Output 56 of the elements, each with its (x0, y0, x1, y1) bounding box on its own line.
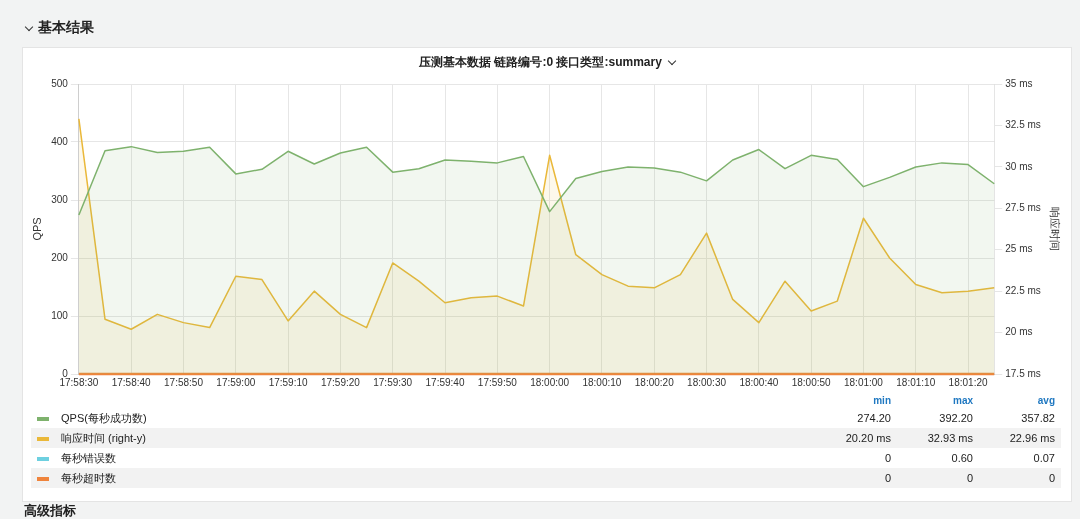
y-tick-label: 500 (51, 77, 69, 89)
x-tick-label: 18:00:30 (687, 376, 727, 388)
x-tick-label: 18:00:20 (634, 376, 675, 388)
text: 高级指标 (24, 502, 76, 519)
y-tick-label: 100 (51, 309, 69, 321)
text: 20.20 ms (815, 428, 897, 448)
y2-tick-label: 30 ms (1005, 160, 1033, 172)
y-tick-label: 300 (51, 193, 69, 205)
x-tick-label: 18:00:50 (791, 376, 832, 388)
chart-title: 压测基本数据 链路编号:0 接口类型:summary (418, 54, 663, 71)
x-tick-label: 18:00:40 (739, 376, 779, 388)
x-tick-label: 17:59:50 (477, 376, 518, 388)
x-tick-label: 17:58:30 (59, 376, 99, 388)
text: 基本结果 (37, 19, 94, 37)
text: max (952, 393, 974, 408)
x-tick-label: 18:01:20 (948, 376, 988, 388)
x-tick-label: 17:59:10 (268, 376, 308, 388)
y2-tick-label: 17.5 ms (1005, 367, 1041, 379)
x-tick-label: 18:01:00 (844, 376, 884, 388)
legend-label: 每秒超时数 (31, 468, 815, 488)
x-tick-label: 17:59:00 (216, 376, 256, 388)
y-tick-label: 200 (51, 251, 69, 263)
text: 0 (897, 468, 979, 488)
text: 0 (815, 468, 897, 488)
x-tick-label: 17:59:30 (373, 376, 413, 388)
x-tick-label: 17:58:40 (111, 376, 152, 388)
y2-tick-label: 20 ms (1005, 326, 1033, 338)
text: 392.20 (938, 411, 974, 426)
text: 22.96 ms (979, 428, 1061, 448)
y-tick-label: 0 (62, 367, 69, 379)
x-tick-label: 17:59:20 (320, 376, 361, 388)
y2-axis-title: 响应时间 (1049, 207, 1062, 251)
x-tick-label: 18:00:00 (530, 376, 570, 388)
legend-label: 响应时间 (right-y) (31, 428, 815, 448)
x-tick-label: 17:59:40 (425, 376, 465, 388)
y2-tick-label: 35 ms (1005, 77, 1033, 89)
x-tick-label: 17:58:50 (164, 376, 204, 388)
legend-label: QPS(每秒成功数) (60, 410, 148, 426)
text: 32.93 ms (897, 428, 979, 448)
text: 0 (883, 451, 892, 466)
y2-tick-label: 32.5 ms (1005, 119, 1041, 131)
text: 274.20 (856, 411, 892, 426)
y2-tick-label: 22.5 ms (1005, 284, 1041, 296)
y2-tick-label: 27.5 ms (1005, 202, 1041, 214)
text: 0.60 (950, 451, 974, 466)
legend-label: 每秒错误数 (60, 450, 117, 466)
y2-tick-label: 25 ms (1005, 243, 1033, 255)
text: 357.82 (1020, 411, 1056, 426)
text: 0.07 (1032, 451, 1056, 466)
text: 0 (979, 468, 1061, 488)
text: avg (1036, 393, 1056, 408)
y-tick-label: 400 (51, 135, 69, 147)
text: min (872, 393, 892, 408)
y-axis-title: QPS (30, 217, 43, 241)
x-tick-label: 18:00:10 (582, 376, 622, 388)
x-tick-label: 18:01:10 (896, 376, 936, 388)
